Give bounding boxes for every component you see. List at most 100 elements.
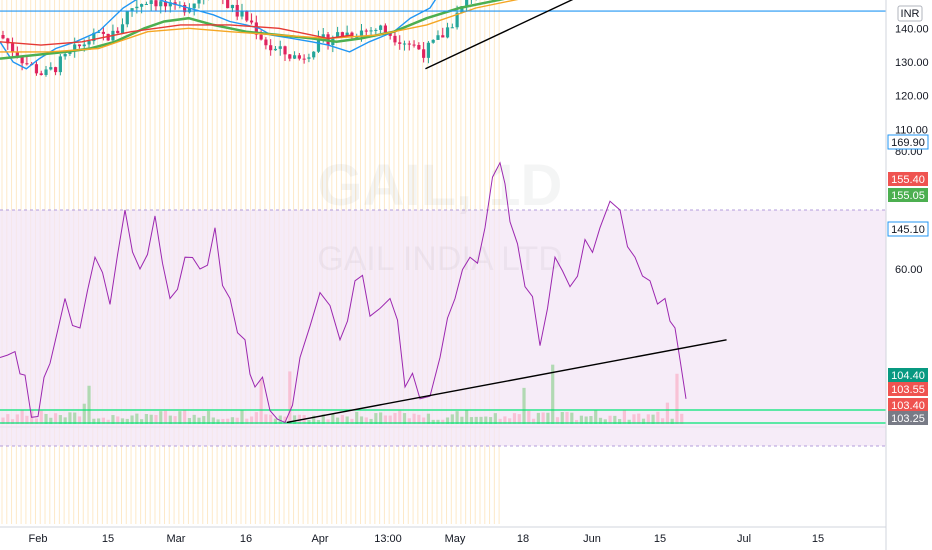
volume-bar xyxy=(388,415,392,424)
candle-body xyxy=(393,35,397,43)
watermark-ticker: GAIL, 1D xyxy=(318,153,563,218)
moving-average-ma_red xyxy=(0,24,353,46)
volume-bar xyxy=(73,412,77,424)
volume-bar xyxy=(316,419,321,424)
volume-bar xyxy=(178,411,182,424)
volume-bar xyxy=(450,414,454,424)
candle-body xyxy=(230,4,235,9)
candle-body xyxy=(374,29,378,31)
time-tick-label: 13:00 xyxy=(374,533,402,545)
rsi-trendline[interactable] xyxy=(286,339,727,424)
candle-body xyxy=(340,32,344,37)
volume-bar xyxy=(240,410,244,424)
volume-bar xyxy=(598,417,603,424)
candle-body xyxy=(10,43,15,52)
volume-bar xyxy=(273,418,278,424)
volume-bar xyxy=(531,418,536,424)
volume-bar xyxy=(431,419,435,424)
volume-bar xyxy=(603,419,607,424)
moving-averages xyxy=(0,0,519,70)
candle-body xyxy=(154,0,158,7)
price-trendline[interactable] xyxy=(425,0,726,70)
volume-bar xyxy=(565,411,569,424)
candle-body xyxy=(68,51,72,54)
candle-body xyxy=(359,30,364,37)
volume-bar xyxy=(173,416,177,424)
candle-body xyxy=(73,44,77,52)
candle-body xyxy=(197,0,201,4)
candle-body xyxy=(383,25,387,33)
time-tick-label: May xyxy=(445,533,466,545)
candle-body xyxy=(77,44,82,47)
candle-body xyxy=(168,2,172,7)
price-axis-background xyxy=(886,0,932,550)
volume-bar xyxy=(383,415,387,424)
candle-body xyxy=(20,57,24,64)
volume-bar xyxy=(34,418,39,424)
currency-badge-box[interactable] xyxy=(897,5,923,22)
candle-body xyxy=(240,10,244,17)
price-tags: 169.90 155.40 155.05 145.10 104.40 103.55 103.… xyxy=(887,134,929,425)
volume-bar xyxy=(82,403,86,424)
volume-bar xyxy=(393,412,397,424)
price-tag: 104.40 xyxy=(888,368,928,382)
candle-body xyxy=(15,51,19,58)
candle-body xyxy=(388,32,392,36)
currency-badge[interactable]: INR xyxy=(897,5,923,22)
volume-bar xyxy=(187,417,192,424)
volume-bar xyxy=(422,417,426,424)
rsi-band-fill xyxy=(0,210,886,446)
candle-body xyxy=(292,55,297,59)
time-axis: Feb 15 Mar 16 Apr 13:00 May 18 Jun 15 Jul 15 xyxy=(0,526,886,545)
candle-body xyxy=(407,43,411,45)
rsi-pane xyxy=(0,209,886,447)
volume-levels xyxy=(0,409,886,424)
price-tag: 155.40 xyxy=(888,172,928,186)
candle-body xyxy=(307,57,311,59)
volume-bar xyxy=(594,410,598,424)
rsi-line xyxy=(0,161,687,424)
volume-bar xyxy=(584,416,588,424)
candle-body xyxy=(25,63,29,65)
candle-body xyxy=(355,36,359,38)
volume-bars xyxy=(1,364,684,424)
candle-body xyxy=(44,69,48,75)
volume-bar xyxy=(149,414,153,424)
volume-bar xyxy=(369,418,373,424)
volume-bar xyxy=(183,410,187,424)
volume-bar xyxy=(455,411,459,424)
candle-body xyxy=(130,8,134,12)
volume-bar xyxy=(355,411,359,424)
volume-bar xyxy=(608,415,612,424)
volume-bar xyxy=(15,414,19,424)
time-tick-label: Jun xyxy=(583,533,601,545)
volume-bar xyxy=(503,416,507,424)
price-tag-box xyxy=(887,221,929,237)
price-tag: 103.25 xyxy=(888,411,928,425)
volume-bar xyxy=(407,418,411,424)
volume-bar xyxy=(245,418,249,424)
price-tick-label: 140.00 xyxy=(895,23,929,35)
volume-bar xyxy=(221,418,225,424)
volume-bar xyxy=(350,418,354,424)
volume-bar xyxy=(379,412,383,424)
volume-bar xyxy=(641,418,646,424)
candle-body xyxy=(302,58,306,60)
candle-body xyxy=(436,35,440,40)
volume-bar xyxy=(340,415,344,424)
volume-bar xyxy=(211,417,215,424)
candle-body xyxy=(87,41,91,45)
volume-bar xyxy=(589,416,593,424)
candle-body xyxy=(316,37,321,52)
candle-body xyxy=(283,46,287,55)
volume-bar xyxy=(10,419,15,424)
candle-body xyxy=(245,10,249,21)
volume-bar xyxy=(398,410,402,424)
volume-bar xyxy=(474,416,478,424)
volume-bar xyxy=(488,417,493,424)
volume-bar xyxy=(546,412,550,424)
candle-body xyxy=(321,34,325,38)
price-tag: 103.55 xyxy=(888,382,928,396)
candle-body xyxy=(273,48,278,51)
volume-bar xyxy=(292,415,297,424)
